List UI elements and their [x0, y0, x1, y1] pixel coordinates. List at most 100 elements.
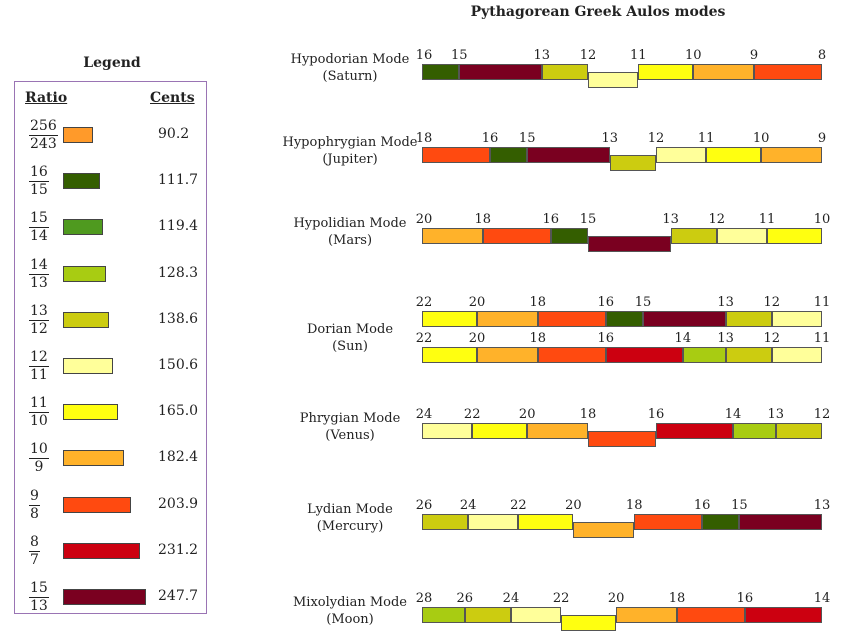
- legend-ratio: 10 9: [29, 441, 49, 476]
- interval-segment: [477, 311, 538, 327]
- interval-segment: [775, 423, 822, 439]
- string-number: 28: [415, 591, 433, 606]
- string-number: 18: [625, 498, 643, 513]
- mode-label: Dorian Mode (Sun): [265, 321, 435, 355]
- string-number: 13: [601, 131, 619, 146]
- string-number: 9: [749, 48, 759, 63]
- legend-swatch: [63, 589, 146, 605]
- mode-label: Lydian Mode (Mercury): [265, 501, 435, 535]
- mode-name: Hypodorian Mode: [290, 52, 410, 67]
- string-number: 16: [481, 131, 499, 146]
- interval-segment: [655, 423, 734, 439]
- string-number: 20: [565, 498, 582, 513]
- ratio-numerator: 13: [29, 302, 49, 321]
- legend-swatch: [63, 173, 101, 190]
- legend-cents: 247.7: [158, 588, 199, 604]
- interval-segment: [561, 615, 617, 631]
- interval-segment: [550, 228, 588, 244]
- string-number: 22: [415, 331, 433, 346]
- string-number: 13: [533, 48, 551, 63]
- mode-label: Mixolydian Mode (Moon): [265, 594, 435, 628]
- string-number: 16: [542, 212, 560, 227]
- legend-swatch: [63, 265, 106, 282]
- string-number: 18: [529, 295, 547, 310]
- string-number: 14: [724, 407, 742, 422]
- ratio-numerator: 15: [29, 580, 49, 598]
- legend-ratio: 16 15: [29, 164, 49, 199]
- ratio-numerator: 8: [29, 533, 40, 552]
- ratio-numerator: 15: [29, 210, 49, 229]
- string-number: 10: [813, 212, 831, 227]
- ratio-denominator: 10: [30, 413, 48, 430]
- ratio-denominator: 14: [30, 228, 48, 245]
- ratio-denominator: 12: [30, 320, 48, 337]
- interval-segment: [771, 347, 822, 363]
- interval-segment: [510, 607, 562, 623]
- string-number: 16: [597, 295, 615, 310]
- ratio-numerator: 12: [29, 349, 49, 367]
- legend-swatch: [63, 542, 141, 559]
- interval-segment: [541, 64, 588, 80]
- string-number: 18: [668, 591, 686, 606]
- interval-segment: [609, 155, 656, 171]
- interval-segment: [422, 147, 490, 163]
- mode-planet: (Saturn): [322, 69, 378, 84]
- legend-ratio: 12 11: [29, 349, 49, 384]
- legend-cents: 203.9: [158, 495, 199, 512]
- string-number: 13: [662, 212, 679, 227]
- string-number: 13: [717, 295, 734, 310]
- ratio-numerator: 14: [29, 256, 49, 275]
- string-number: 16: [736, 591, 754, 606]
- ratio-denominator: 11: [30, 367, 48, 383]
- interval-segment: [693, 64, 755, 80]
- interval-segment: [468, 514, 519, 530]
- mode-planet: (Mars): [327, 233, 373, 248]
- legend-ratio: 14 13: [29, 257, 49, 292]
- diagram-title: Pythagorean Greek Aulos modes: [470, 4, 726, 20]
- interval-segment: [472, 423, 528, 439]
- legend-cents: 119.4: [158, 218, 199, 235]
- interval-segment: [725, 347, 772, 363]
- string-number: 24: [459, 498, 477, 513]
- interval-segment: [670, 228, 717, 244]
- string-number: 16: [693, 498, 711, 513]
- mode-name: Hypophrygian Mode: [282, 135, 418, 150]
- ratio-numerator: 256: [29, 118, 58, 136]
- legend-swatch: [63, 404, 119, 421]
- string-number: 11: [758, 212, 776, 227]
- ratio-denominator: 13: [30, 598, 48, 614]
- string-number: 13: [717, 331, 734, 346]
- string-number: 12: [579, 48, 597, 63]
- ratio-denominator: 9: [34, 459, 44, 476]
- string-number: 18: [415, 131, 433, 146]
- mode-name: Phrygian Mode: [299, 411, 401, 426]
- mode-label: Phrygian Mode (Venus): [265, 410, 435, 444]
- legend-swatch: [63, 311, 110, 328]
- mode-planet: (Mercury): [316, 519, 384, 534]
- legend-swatch: [63, 496, 132, 513]
- string-number: 26: [415, 498, 433, 513]
- string-number: 13: [813, 498, 831, 513]
- ratio-numerator: 11: [29, 395, 49, 414]
- interval-segment: [477, 347, 538, 363]
- interval-segment: [676, 607, 745, 623]
- string-number: 20: [518, 407, 536, 422]
- string-number: 24: [415, 407, 433, 422]
- interval-segment: [634, 514, 703, 530]
- cents-header: Cents: [150, 90, 195, 106]
- interval-segment: [459, 64, 542, 80]
- interval-segment: [588, 72, 639, 88]
- interval-segment: [655, 147, 707, 163]
- mode-planet: (Jupiter): [322, 152, 378, 167]
- interval-segment: [422, 311, 477, 327]
- mode-planet: (Sun): [332, 339, 368, 354]
- legend-box: Ratio Cents 256 243 90.2 16 15 111.7 15 14 119.4…: [14, 81, 207, 614]
- ratio-denominator: 7: [30, 551, 39, 568]
- interval-segment: [682, 347, 726, 363]
- string-number: 22: [463, 407, 481, 422]
- interval-segment: [744, 607, 822, 623]
- interval-segment: [422, 514, 469, 530]
- interval-segment: [605, 311, 643, 327]
- string-number: 24: [502, 591, 520, 606]
